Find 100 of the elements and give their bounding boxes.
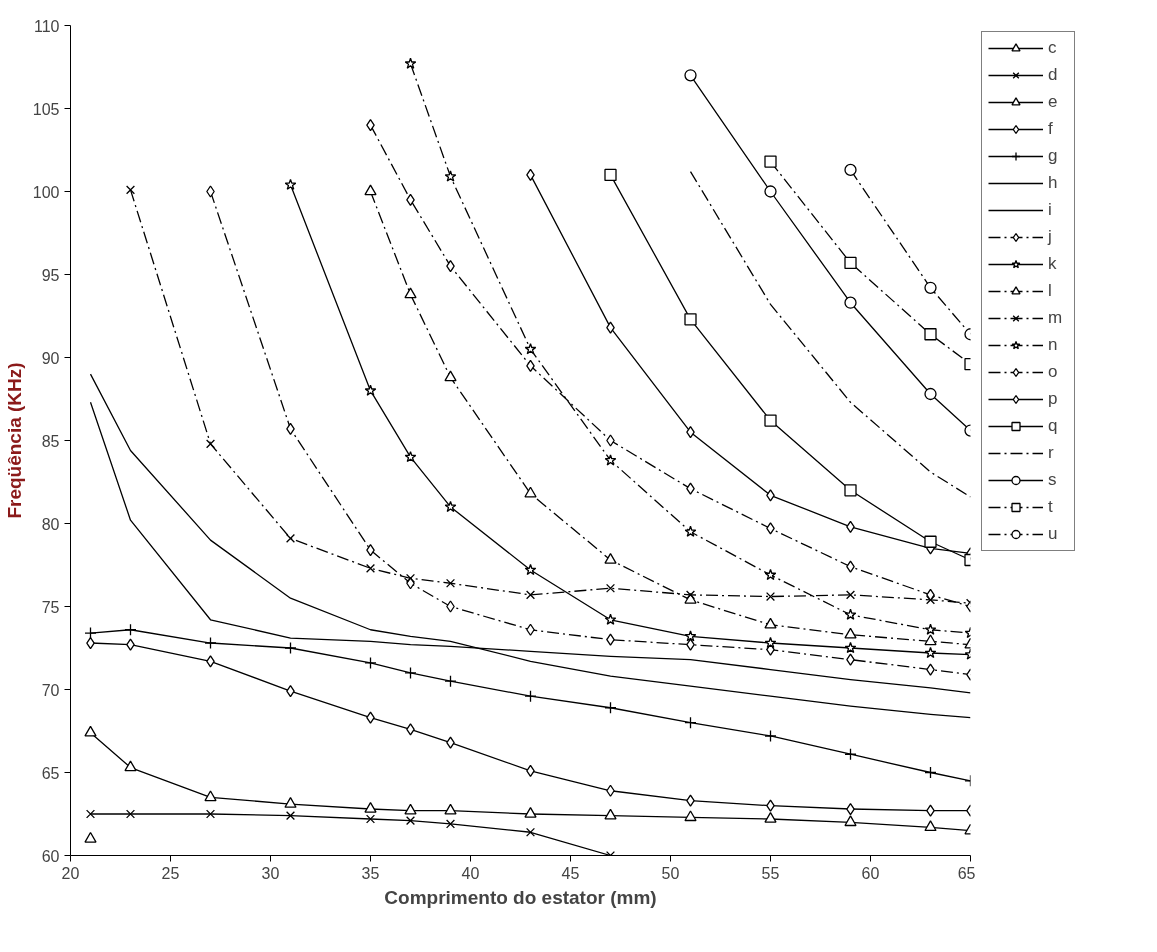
point (765, 592, 776, 602)
y-tick-label: 70 (41, 681, 60, 699)
legend-label: m (1048, 308, 1064, 328)
point (125, 185, 136, 195)
legend-label: o (1048, 362, 1059, 382)
point (924, 535, 937, 548)
point (604, 701, 617, 714)
point (205, 809, 216, 819)
y-tick-label: 110 (33, 17, 60, 35)
legend-label: p (1048, 389, 1059, 409)
x-tick-label: 50 (661, 864, 680, 882)
point (764, 185, 777, 198)
point (405, 573, 416, 583)
point (405, 816, 416, 826)
point (684, 630, 697, 642)
point (845, 590, 856, 600)
point (84, 626, 97, 640)
point (844, 256, 857, 270)
legend-label: n (1048, 335, 1059, 355)
y-tick-label: 75 (41, 598, 60, 616)
point (445, 578, 456, 588)
legend-label: i (1048, 200, 1053, 220)
point (365, 563, 376, 573)
point (764, 729, 777, 743)
point (404, 57, 417, 69)
point (364, 184, 377, 196)
point (204, 636, 217, 650)
point (605, 583, 616, 593)
legend-label: g (1048, 146, 1059, 166)
point (844, 748, 857, 761)
point (924, 328, 937, 341)
point (365, 814, 376, 824)
point (924, 820, 937, 832)
point (404, 450, 417, 463)
point (764, 155, 777, 168)
point (764, 636, 777, 649)
point (404, 287, 417, 299)
x-axis-title: Comprimento do estator (mm) (384, 886, 657, 908)
point (524, 807, 537, 818)
legend-label: f (1048, 119, 1054, 139)
y-tick-label: 65 (41, 764, 60, 782)
x-tick-label: 20 (61, 864, 80, 882)
point (84, 725, 97, 737)
y-tick-label: 95 (41, 266, 60, 284)
point (844, 163, 857, 177)
point (924, 623, 937, 635)
point (84, 831, 97, 843)
x-tick-label: 65 (957, 864, 976, 882)
point (685, 590, 696, 600)
legend-label: d (1048, 65, 1059, 85)
x-tick-label: 35 (361, 864, 380, 882)
legend-label: k (1048, 254, 1058, 274)
point (364, 384, 377, 396)
point (444, 370, 457, 382)
x-tick-label: 30 (261, 864, 280, 882)
point (284, 797, 297, 808)
legend-label: u (1048, 524, 1059, 544)
point (444, 675, 457, 688)
x-tick-label: 45 (561, 864, 580, 882)
point (444, 803, 457, 815)
point (604, 808, 617, 820)
point (684, 313, 697, 326)
y-tick-label: 80 (41, 515, 60, 533)
legend-label: l (1048, 281, 1053, 301)
point (604, 454, 617, 466)
point (124, 760, 137, 772)
y-tick-label: 105 (32, 100, 60, 118)
point (364, 802, 377, 813)
point (404, 803, 417, 815)
point (524, 486, 537, 498)
point (204, 790, 217, 802)
legend-label: q (1048, 416, 1059, 436)
legend-label: s (1048, 470, 1058, 490)
point (604, 168, 617, 182)
legend-label: e (1048, 92, 1059, 112)
point (604, 553, 617, 564)
legend-label: h (1048, 173, 1059, 193)
point (924, 646, 937, 659)
point (604, 613, 617, 625)
x-tick-label: 25 (161, 864, 180, 882)
point (764, 568, 777, 581)
point (764, 617, 777, 629)
point (444, 500, 457, 512)
point (684, 716, 697, 729)
legend-label: c (1048, 38, 1058, 58)
legend-label: j (1048, 227, 1053, 247)
x-tick-label: 40 (461, 864, 480, 882)
point (684, 525, 697, 537)
point (684, 69, 697, 82)
point (844, 641, 857, 654)
point (844, 296, 857, 309)
point (925, 595, 936, 605)
point (205, 439, 216, 449)
point (285, 811, 296, 821)
point (764, 414, 777, 427)
point (844, 815, 857, 827)
legend-label: r (1048, 443, 1055, 463)
y-tick-label: 60 (41, 847, 60, 865)
point (85, 809, 96, 819)
point (284, 178, 297, 190)
